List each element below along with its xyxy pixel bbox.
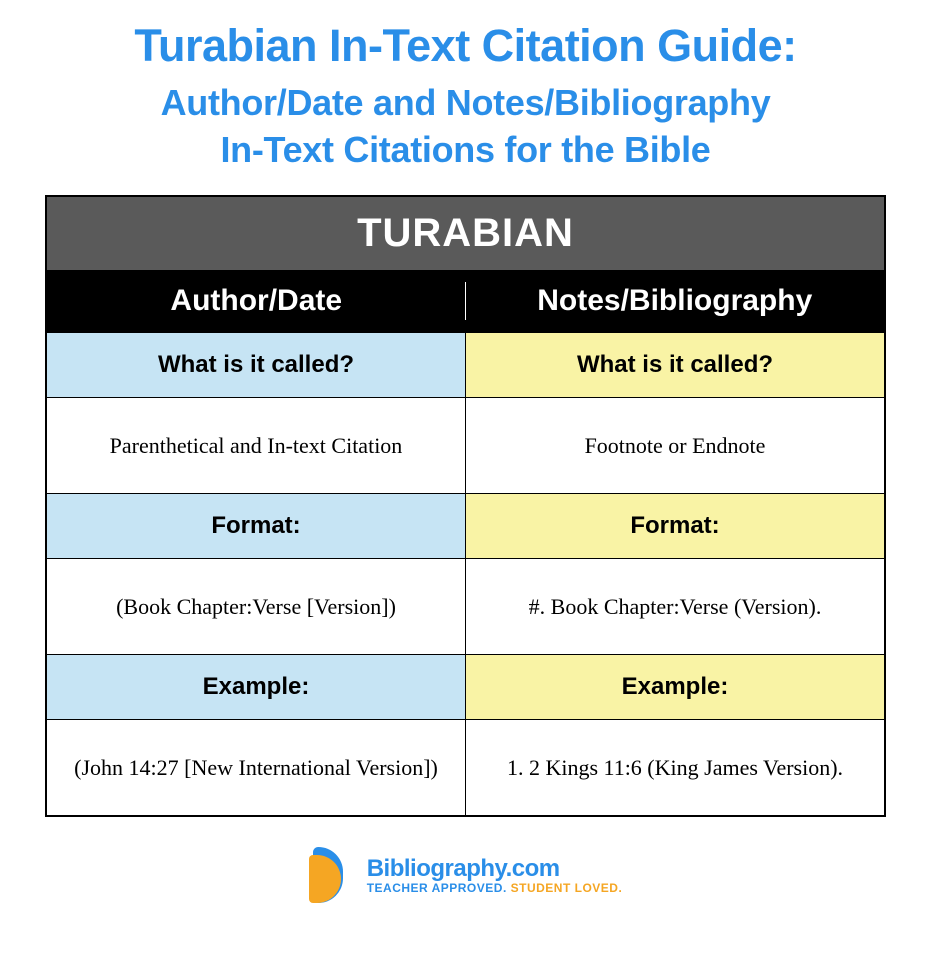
- brand-tagline: TEACHER APPROVED. STUDENT LOVED.: [367, 882, 623, 896]
- tagline-2: STUDENT LOVED.: [511, 881, 623, 895]
- what-label-row: What is it called? What is it called?: [47, 332, 884, 397]
- column-header-row: Author/Date Notes/Bibliography: [47, 270, 884, 332]
- page-subtitle: Author/Date and Notes/Bibliography In-Te…: [45, 80, 886, 174]
- format-label-right: Format:: [466, 493, 884, 558]
- col-header-right: Notes/Bibliography: [466, 270, 885, 332]
- format-label-row: Format: Format:: [47, 493, 884, 558]
- logo-icon: [309, 847, 353, 903]
- example-content-row: (John 14:27 [New International Version])…: [47, 719, 884, 815]
- example-label-right: Example:: [466, 654, 884, 719]
- example-right: 1. 2 Kings 11:6 (King James Version).: [466, 719, 884, 815]
- what-label-right: What is it called?: [466, 332, 884, 397]
- citation-table: TURABIAN Author/Date Notes/Bibliography …: [45, 195, 886, 817]
- what-content-row: Parenthetical and In-text Citation Footn…: [47, 397, 884, 493]
- tagline-1: TEACHER APPROVED.: [367, 881, 507, 895]
- example-label-row: Example: Example:: [47, 654, 884, 719]
- what-left: Parenthetical and In-text Citation: [47, 397, 466, 493]
- page-title: Turabian In-Text Citation Guide:: [45, 20, 886, 72]
- brand-name: Bibliography.com: [367, 855, 623, 883]
- what-label-left: What is it called?: [47, 332, 466, 397]
- example-left: (John 14:27 [New International Version]): [47, 719, 466, 815]
- brand-text: Bibliography.com TEACHER APPROVED. STUDE…: [367, 855, 623, 896]
- footer: Bibliography.com TEACHER APPROVED. STUDE…: [45, 847, 886, 903]
- what-right: Footnote or Endnote: [466, 397, 884, 493]
- format-label-left: Format:: [47, 493, 466, 558]
- example-label-left: Example:: [47, 654, 466, 719]
- format-content-row: (Book Chapter:Verse [Version]) #. Book C…: [47, 558, 884, 654]
- format-left: (Book Chapter:Verse [Version]): [47, 558, 466, 654]
- table-banner: TURABIAN: [47, 197, 884, 270]
- format-right: #. Book Chapter:Verse (Version).: [466, 558, 884, 654]
- col-header-left: Author/Date: [47, 270, 466, 332]
